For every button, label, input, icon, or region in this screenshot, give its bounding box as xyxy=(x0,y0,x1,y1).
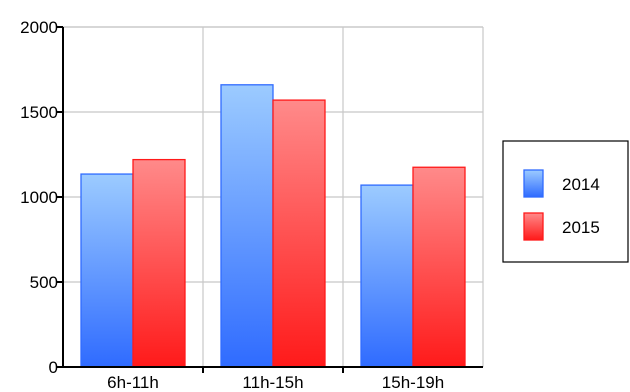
legend-swatch-2015 xyxy=(523,212,544,241)
x-tick-label: 6h-11h xyxy=(107,373,159,392)
x-tick-labels: 6h-11h 11h-15h 15h-19h xyxy=(107,373,444,392)
bar-6h-11h-2015 xyxy=(132,158,186,368)
y-tick-label: 0 xyxy=(49,358,58,377)
legend-label-2015: 2015 xyxy=(562,218,600,237)
x-tick-label: 11h-15h xyxy=(242,373,303,392)
bars xyxy=(80,84,466,368)
bar-15h-19h-2014 xyxy=(360,184,414,368)
bar-11h-15h-2015 xyxy=(272,99,326,368)
legend: 2014 2015 xyxy=(502,140,629,263)
x-tick-label: 15h-19h xyxy=(382,373,444,392)
y-tick-label: 500 xyxy=(30,273,58,292)
y-tick-label: 2000 xyxy=(20,18,58,37)
bar-11h-15h-2014 xyxy=(220,84,274,368)
legend-swatch-2014 xyxy=(523,169,544,198)
legend-box xyxy=(502,140,629,263)
y-tick-label: 1500 xyxy=(20,103,58,122)
bar-6h-11h-2014 xyxy=(80,173,134,368)
axes xyxy=(57,26,483,373)
y-tick-label: 1000 xyxy=(20,188,58,207)
legend-label-2014: 2014 xyxy=(562,175,600,194)
y-tick-labels: 0 500 1000 1500 2000 xyxy=(20,18,58,377)
bar-15h-19h-2015 xyxy=(412,166,466,368)
